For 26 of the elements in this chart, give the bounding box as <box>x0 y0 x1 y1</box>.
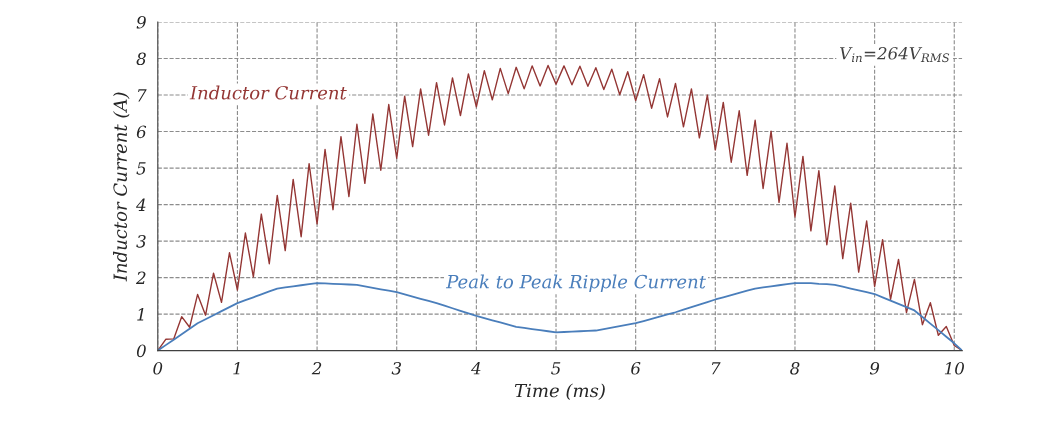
y-tick-label: 3 <box>136 235 146 248</box>
y-tick-label: 7 <box>138 89 147 102</box>
annotation: V$_{in}$=264V$_{RMS}$ <box>840 47 950 63</box>
y-tick-label: 1 <box>137 308 144 321</box>
x-tick-label: 8 <box>790 362 800 375</box>
y-tick-label: 6 <box>136 125 147 139</box>
y-tick-label: 9 <box>136 16 146 29</box>
x-tick-label: 3 <box>391 362 402 375</box>
y-axis-title: Inductor Current (A) <box>113 92 130 282</box>
x-tick-label: 4 <box>471 362 481 375</box>
x-tick-label: 5 <box>551 362 561 375</box>
x-tick-label: 6 <box>631 362 641 375</box>
x-tick-label: 2 <box>311 362 322 375</box>
x-tick-label: 0 <box>153 362 163 375</box>
y-tick-label: 5 <box>136 162 146 175</box>
x-tick-label: 1 <box>233 362 240 375</box>
y-tick-label: 0 <box>136 344 146 358</box>
series-label: Peak to Peak Ripple Current <box>445 274 706 292</box>
series-label: Inductor Current <box>189 85 347 100</box>
x-axis-title: Time (ms) <box>514 383 605 400</box>
x-tick-label: 9 <box>869 362 880 375</box>
y-tick-label: 4 <box>136 198 146 211</box>
x-tick-label: 10 <box>944 362 964 375</box>
y-tick-label: 2 <box>136 271 146 284</box>
x-tick-label: 7 <box>712 362 721 375</box>
y-tick-label: 8 <box>136 52 146 66</box>
